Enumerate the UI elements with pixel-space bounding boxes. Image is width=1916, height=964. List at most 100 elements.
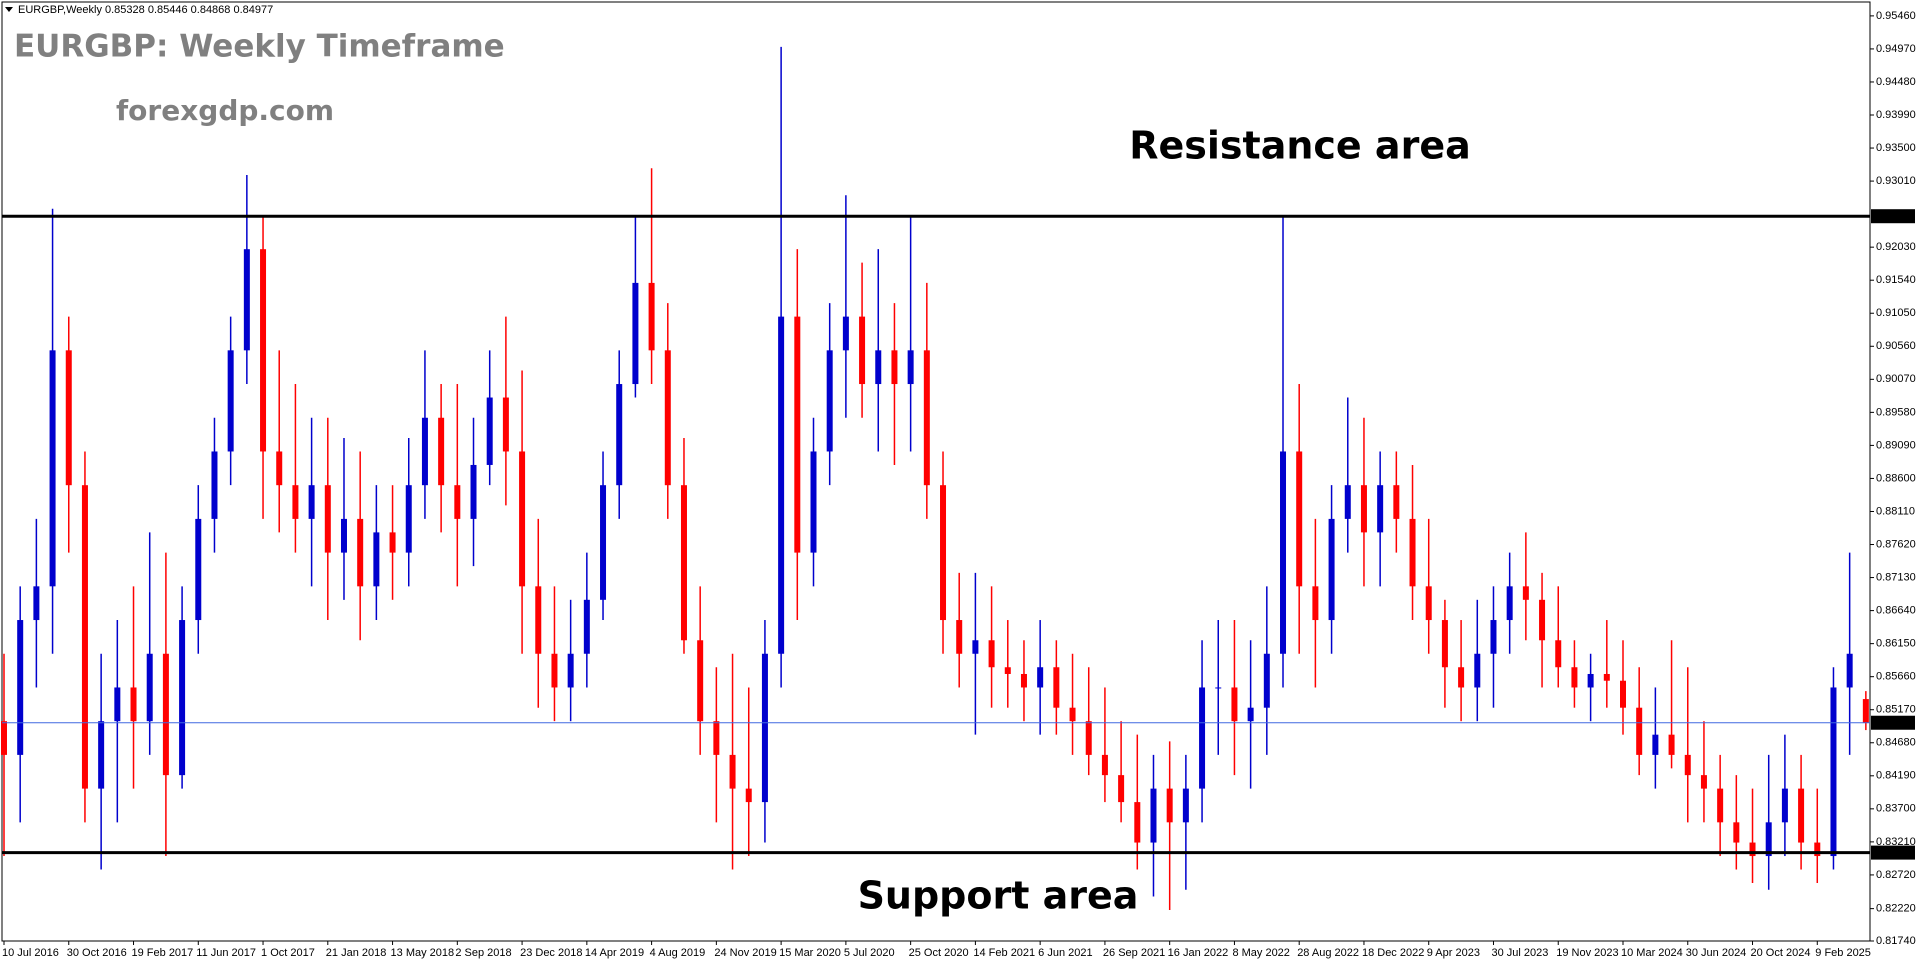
level-label: 0.84977 (1874, 717, 1914, 729)
candle-body (1603, 673, 1610, 681)
candle-body (810, 451, 817, 553)
candle-body (778, 316, 785, 654)
candle-body (308, 485, 315, 519)
y-tick-label: 0.86640 (1876, 605, 1916, 617)
candle-body (1490, 620, 1497, 654)
candle-body (1700, 775, 1707, 789)
y-tick-label: 0.82220 (1876, 903, 1916, 915)
candle-body (1296, 451, 1303, 587)
candle-body (761, 653, 768, 803)
y-tick-label: 0.88110 (1876, 505, 1915, 517)
candle-body (114, 687, 121, 722)
candle-body (1409, 518, 1416, 587)
candle-body (842, 316, 849, 351)
candle-body (535, 586, 542, 654)
candle-body (713, 721, 720, 755)
chart-subtitle: forexgdp.com (116, 94, 334, 127)
candle-body (1, 721, 7, 755)
candle-body (1814, 842, 1821, 857)
candle-body (1587, 673, 1594, 688)
candle-body (1247, 707, 1254, 722)
y-tick-label: 0.87620 (1876, 538, 1916, 550)
y-tick-label: 0.91050 (1876, 307, 1916, 319)
x-tick-label: 14 Feb 2021 (973, 947, 1035, 959)
candle-body (600, 485, 607, 600)
candle-body (1506, 586, 1513, 621)
candle-body (1555, 640, 1562, 668)
candle-body (1344, 485, 1351, 519)
x-tick-label: 8 May 2022 (1232, 947, 1289, 959)
candle-body (454, 485, 461, 519)
candle-body (680, 485, 687, 641)
candle-body (1037, 667, 1044, 688)
candle-body (664, 350, 671, 486)
y-tick-label: 0.81740 (1876, 935, 1916, 947)
x-tick-label: 24 Nov 2019 (714, 947, 776, 959)
candle-body (162, 653, 169, 776)
x-tick-label: 6 Jun 2021 (1038, 947, 1092, 959)
candle-body (1053, 667, 1060, 708)
y-tick-label: 0.90560 (1876, 340, 1916, 352)
candle-body (859, 316, 866, 385)
candle-body (1441, 620, 1448, 668)
candle-body (1199, 687, 1206, 789)
candle-body (1360, 485, 1367, 533)
y-tick-label: 0.83210 (1876, 836, 1916, 848)
candle-body (146, 653, 153, 722)
candle-body (1280, 451, 1287, 654)
x-tick-label: 13 May 2018 (391, 947, 455, 959)
candle-body (616, 384, 623, 486)
candle-body (1085, 721, 1092, 755)
x-tick-label: 5 Jul 2020 (844, 947, 895, 959)
level-label-box (1871, 715, 1915, 730)
x-tick-label: 18 Dec 2022 (1362, 947, 1424, 959)
candle-body (1862, 699, 1869, 723)
candle-body (1328, 518, 1335, 621)
candle-body (956, 620, 963, 654)
candle-body (373, 532, 380, 587)
candle-body (891, 350, 898, 385)
candle-body (1668, 734, 1675, 755)
candle-body (1020, 673, 1027, 688)
candle-body (1118, 775, 1125, 803)
x-tick-label: 25 Oct 2020 (909, 947, 969, 959)
y-tick-label: 0.95460 (1876, 10, 1916, 22)
candle-body (1830, 687, 1837, 857)
y-tick-label: 0.92030 (1876, 241, 1916, 253)
chart-header: EURGBP,Weekly 0.85328 0.85446 0.84868 0.… (18, 4, 273, 16)
chart-title: EURGBP: Weekly Timeframe (14, 29, 505, 65)
x-tick-label: 2 Sep 2018 (455, 947, 511, 959)
candle-body (1781, 788, 1788, 823)
candle-body (292, 485, 299, 519)
candle-body (324, 485, 331, 553)
candle-body (567, 653, 574, 688)
candle-body (1150, 788, 1157, 843)
x-tick-label: 21 Jan 2018 (326, 947, 387, 959)
x-tick-label: 4 Aug 2019 (650, 947, 706, 959)
y-tick-label: 0.85660 (1876, 671, 1916, 683)
header-arrow (5, 7, 13, 12)
candle-body (211, 451, 218, 519)
level-label-box (1871, 209, 1915, 224)
candle-body (1458, 667, 1465, 688)
candle-body (551, 653, 558, 688)
x-tick-label: 9 Feb 2025 (1815, 947, 1871, 959)
y-tick-label: 0.83700 (1876, 803, 1916, 815)
candle-body (1069, 707, 1076, 722)
candle-body (1182, 788, 1189, 823)
y-tick-label: 0.91540 (1876, 274, 1916, 286)
candle-body (1717, 788, 1724, 823)
candle-body (1652, 734, 1659, 755)
candle-body (81, 485, 88, 789)
candle-body (1798, 788, 1805, 843)
x-tick-label: 23 Dec 2018 (520, 947, 582, 959)
y-tick-label: 0.89090 (1876, 439, 1916, 451)
x-tick-label: 26 Sep 2021 (1103, 947, 1165, 959)
candle-body (1134, 802, 1141, 843)
candle-body (357, 518, 364, 587)
candle-body (745, 788, 752, 803)
x-tick-label: 10 Jul 2016 (2, 947, 59, 959)
y-tick-label: 0.94480 (1876, 76, 1916, 88)
x-tick-label: 11 Jun 2017 (196, 947, 256, 959)
y-tick-label: 0.93010 (1876, 175, 1916, 187)
